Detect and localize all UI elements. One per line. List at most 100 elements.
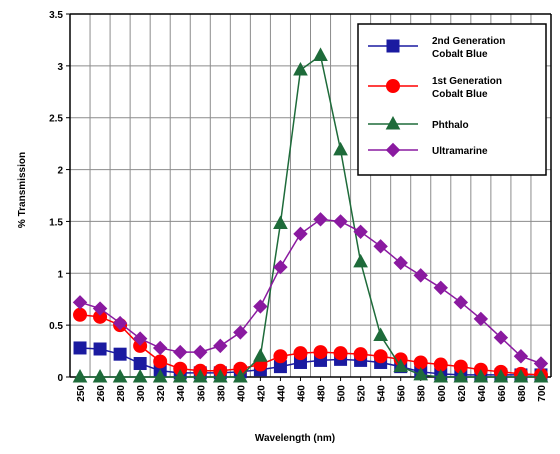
x-tick-label: 540 <box>377 385 388 402</box>
y-tick-label: 3 <box>57 62 63 73</box>
data-point <box>453 368 469 383</box>
data-point <box>193 344 208 360</box>
data-point <box>533 356 549 371</box>
legend-label: Phthalo <box>432 120 469 131</box>
data-point <box>113 347 127 361</box>
y-tick-labels: 0 0.5 1 1.5 2 2.5 3 3.5 <box>49 10 70 384</box>
x-tick-labels: 250 260 280 300 320 340 360 380 400 420 440 460 480 5… <box>76 377 548 402</box>
data-point <box>72 295 88 310</box>
data-point <box>513 349 529 364</box>
x-tick-label: 300 <box>136 385 147 402</box>
data-point <box>393 358 409 373</box>
y-axis-label: % Transmission <box>17 152 28 228</box>
legend-marker <box>385 115 401 130</box>
data-point <box>433 368 449 383</box>
data-point <box>333 141 348 156</box>
data-point <box>172 368 188 383</box>
data-point <box>93 342 107 356</box>
data-point <box>152 340 168 356</box>
x-tick-label: 280 <box>116 385 127 402</box>
data-point <box>112 315 128 331</box>
x-tick-label: 260 <box>96 385 107 402</box>
data-point <box>92 368 108 383</box>
x-axis-label: Wavelength (nm) <box>255 433 335 444</box>
x-tick-label: 360 <box>196 385 207 402</box>
data-point <box>353 224 368 240</box>
x-tick-label: 420 <box>256 385 267 402</box>
data-point <box>273 259 288 275</box>
data-point <box>273 215 288 230</box>
data-point <box>493 368 509 383</box>
data-point <box>133 357 147 371</box>
x-tick-label: 320 <box>156 385 167 402</box>
x-tick-label: 600 <box>437 385 448 402</box>
legend-marker <box>386 39 400 53</box>
x-tick-label: 250 <box>76 385 87 402</box>
data-point <box>293 346 308 361</box>
x-tick-label: 480 <box>317 385 328 402</box>
x-tick-label: 340 <box>176 385 187 402</box>
data-point <box>373 349 388 364</box>
data-point <box>353 347 368 362</box>
data-point <box>212 368 228 383</box>
x-tick-label: 520 <box>357 385 368 402</box>
x-tick-label: 700 <box>537 385 548 402</box>
x-tick-label: 500 <box>337 385 348 402</box>
legend-label: 2nd Generation <box>432 36 505 47</box>
series-diamond <box>72 212 549 371</box>
legend-marker <box>386 79 400 93</box>
x-tick-label: 560 <box>397 385 408 402</box>
x-tick-label: 620 <box>457 385 468 402</box>
series-triangle <box>72 47 549 383</box>
data-point <box>173 344 188 360</box>
x-tick-label: 440 <box>276 385 287 402</box>
data-point <box>152 368 168 383</box>
grid <box>70 14 551 377</box>
data-point <box>253 348 268 362</box>
data-point <box>253 299 268 314</box>
data-point <box>353 253 368 268</box>
data-point <box>233 325 248 340</box>
data-point <box>473 368 489 383</box>
data-point <box>433 280 448 296</box>
legend-marker <box>385 142 401 158</box>
data-point <box>293 226 308 242</box>
y-tick-label: 2 <box>57 166 63 177</box>
legend-label: Cobalt Blue <box>432 89 488 100</box>
data-point <box>313 345 328 360</box>
series <box>72 47 549 383</box>
data-point <box>493 330 509 345</box>
legend: 2nd Generation Cobalt Blue 1st Generation C… <box>357 23 547 176</box>
x-tick-label: 580 <box>417 385 428 402</box>
x-tick-label: 640 <box>477 385 488 402</box>
data-point <box>333 214 348 229</box>
data-point <box>313 47 328 61</box>
data-point <box>233 368 248 383</box>
data-point <box>73 341 87 355</box>
y-tick-label: 1 <box>57 269 63 280</box>
x-tick-label: 660 <box>497 385 508 402</box>
data-point <box>373 327 388 342</box>
data-point <box>413 268 428 283</box>
data-point <box>73 307 88 322</box>
data-point <box>293 61 308 76</box>
data-point <box>132 331 148 346</box>
legend-label: 1st Generation <box>432 76 502 87</box>
data-point <box>112 368 128 383</box>
legend-label: Cobalt Blue <box>432 49 488 60</box>
data-point <box>92 301 108 316</box>
data-point <box>393 255 408 271</box>
data-point <box>72 368 88 383</box>
data-point <box>213 338 228 354</box>
x-tick-label: 380 <box>216 385 227 402</box>
data-point <box>513 368 529 383</box>
data-point <box>333 346 348 361</box>
y-tick-label: 3.5 <box>49 10 63 21</box>
data-point <box>273 349 288 364</box>
data-point <box>313 212 328 227</box>
data-point <box>153 354 168 369</box>
data-point <box>473 311 489 327</box>
x-tick-label: 400 <box>236 385 247 402</box>
